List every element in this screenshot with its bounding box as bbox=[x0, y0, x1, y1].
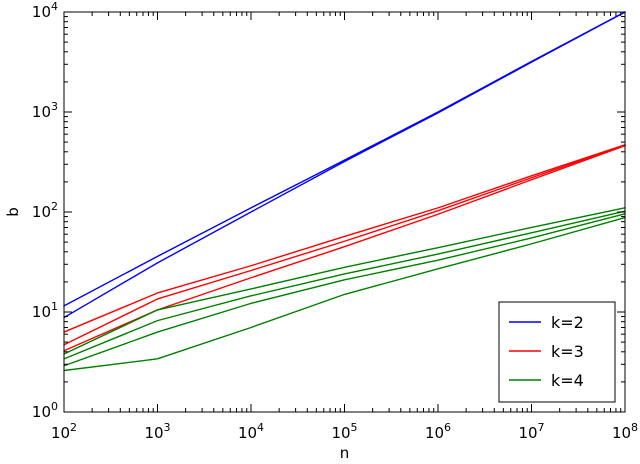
series-line-k=3-4 bbox=[63, 144, 626, 346]
x-tick-label: 105 bbox=[331, 421, 357, 442]
series-line-k=2-2 bbox=[63, 11, 626, 319]
x-tick-label: 103 bbox=[144, 421, 170, 442]
x-tick-label: 106 bbox=[425, 421, 451, 442]
y-tick-label: 104 bbox=[32, 0, 58, 21]
legend-box bbox=[498, 301, 616, 403]
x-tick-label: 107 bbox=[518, 421, 544, 442]
x-axis-label: n bbox=[340, 444, 350, 462]
legend-label-k=4: k=4 bbox=[551, 371, 584, 390]
plot-frame bbox=[63, 11, 626, 413]
x-tick-label: 108 bbox=[612, 421, 638, 442]
y-tick-label: 100 bbox=[32, 400, 58, 421]
series-line-k=4-6 bbox=[63, 207, 626, 355]
series-line-k=4-8 bbox=[63, 213, 626, 367]
y-tick-label: 103 bbox=[32, 100, 58, 121]
series-line-k=4-9 bbox=[63, 216, 626, 372]
series-layer bbox=[63, 11, 626, 372]
legend-label-k=2: k=2 bbox=[551, 313, 584, 332]
y-tick-label: 101 bbox=[32, 300, 58, 321]
y-tick-label: 102 bbox=[32, 200, 58, 221]
series-line-k=4-7 bbox=[63, 210, 626, 360]
x-tick-label: 104 bbox=[238, 421, 264, 442]
series-line-k=3-3 bbox=[63, 144, 626, 333]
legend-label-k=3: k=3 bbox=[551, 342, 584, 361]
y-axis-label: b bbox=[4, 207, 22, 217]
x-tick-label: 102 bbox=[51, 421, 77, 442]
legend: k=2 k=3 k=4 bbox=[498, 301, 616, 403]
